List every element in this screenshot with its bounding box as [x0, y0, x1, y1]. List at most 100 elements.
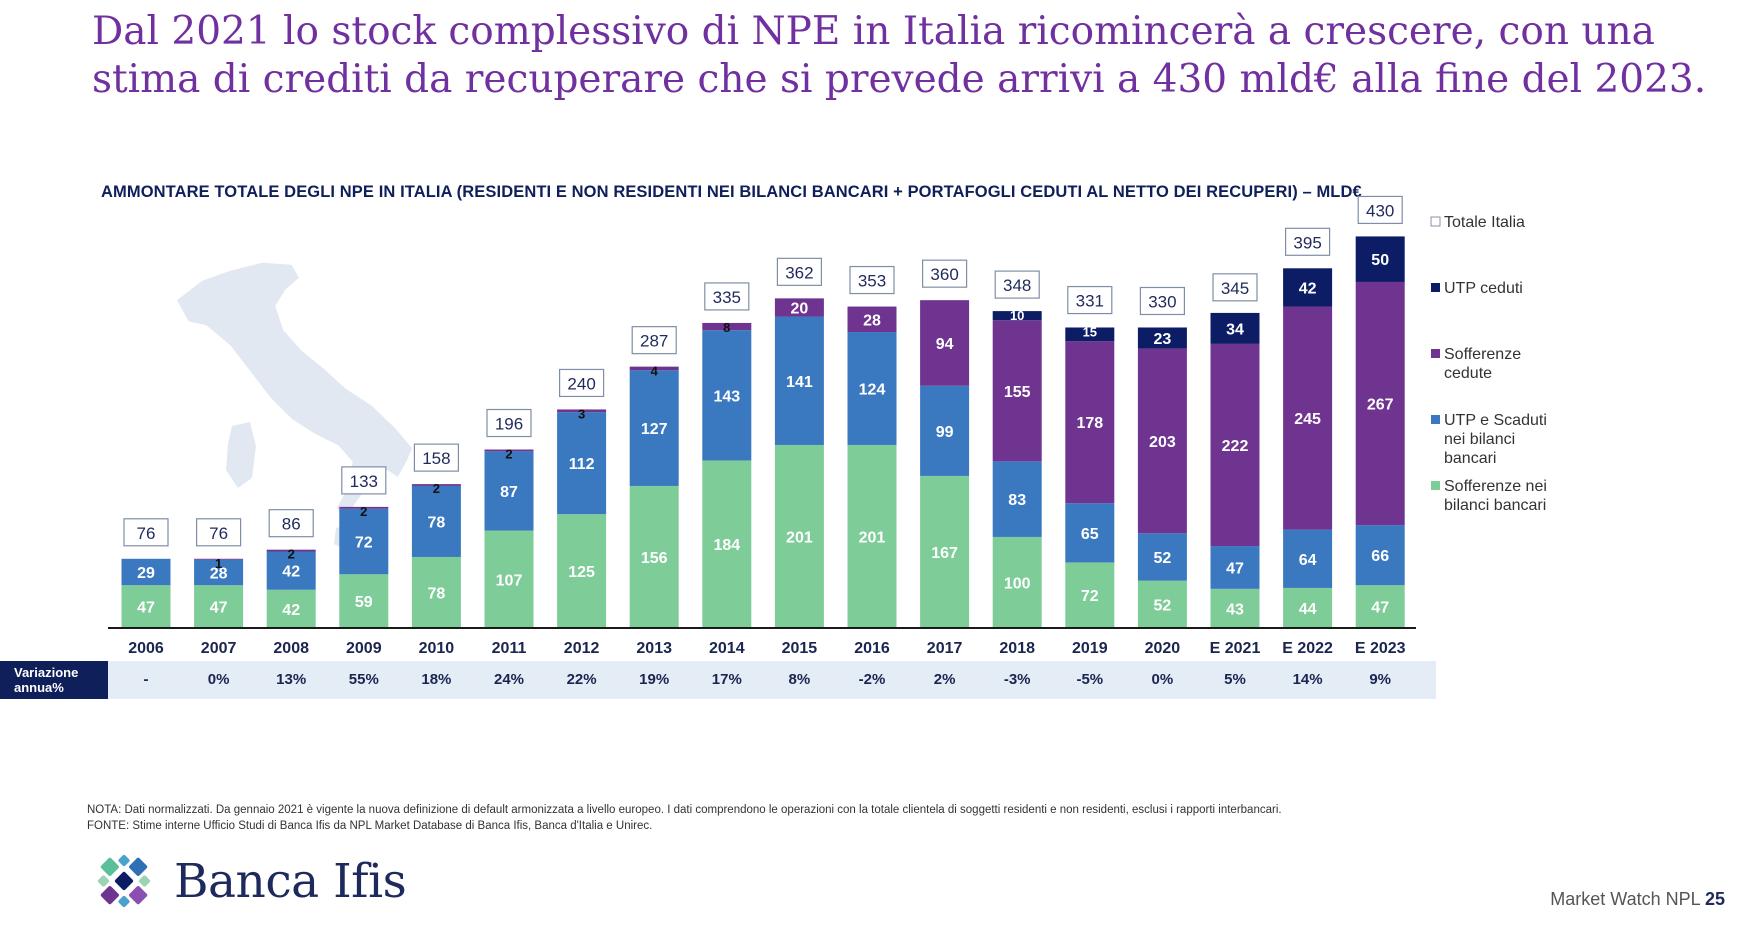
segment-value-label: 83	[1008, 492, 1026, 509]
segment-value-label: 127	[641, 421, 668, 438]
bar-segment	[1355, 236, 1405, 282]
total-box	[486, 408, 532, 438]
segment-value-label: 29	[137, 565, 155, 582]
x-tick-label: 2009	[346, 640, 382, 657]
segment-value-label: 94	[936, 336, 954, 353]
bar-segment	[1283, 529, 1333, 588]
total-box	[341, 466, 387, 495]
bar-segment	[1283, 306, 1333, 530]
total-box	[921, 259, 968, 288]
segment-value-label: 201	[786, 529, 813, 546]
total-value-label: 362	[785, 263, 813, 282]
bar-segment	[121, 558, 171, 586]
segment-value-label: 203	[1149, 434, 1176, 451]
legend-marker	[1431, 349, 1440, 358]
total-box	[1067, 285, 1113, 315]
total-box	[631, 326, 677, 355]
legend-label: UTP e Scaduti nei bilanci bancari	[1444, 412, 1547, 467]
variazione-value: 24%	[494, 671, 524, 688]
legend-label: Sofferenze cedute	[1444, 346, 1521, 382]
bar-segment	[266, 551, 316, 590]
bar-segment	[1355, 525, 1405, 586]
bar-segments	[121, 236, 1405, 628]
bar-segment	[1355, 585, 1405, 628]
bar-segment	[557, 514, 607, 628]
segment-value-label: 87	[500, 484, 518, 501]
variazione-value: 8%	[789, 671, 811, 688]
variazione-value: 2%	[934, 671, 956, 688]
variazione-label: Variazione annua%	[14, 665, 78, 695]
x-tick-label: 2012	[564, 640, 600, 657]
bar-segment	[992, 311, 1042, 321]
x-tick-label: 2019	[1072, 640, 1108, 657]
segment-value-label: 125	[568, 564, 595, 581]
segment-value-label: 201	[859, 529, 886, 546]
legend-marker	[1431, 415, 1440, 424]
bar-segment	[920, 300, 970, 386]
bar-segment	[1355, 281, 1405, 526]
segment-value-label: 47	[1371, 600, 1389, 617]
bar-segment	[1283, 587, 1333, 628]
variazione-value: 9%	[1369, 671, 1391, 688]
x-tick-label: 2018	[999, 640, 1035, 657]
segment-value-label: 47	[137, 600, 155, 617]
segment-value-label: 141	[786, 374, 813, 391]
fonte-text: FONTE: Stime interne Ufficio Studi di Ba…	[87, 820, 653, 832]
total-value-label: 76	[137, 524, 156, 543]
total-value-label: 240	[567, 374, 595, 393]
bar-segment	[847, 332, 897, 445]
segment-value-label: 245	[1294, 411, 1321, 428]
page-headline: Dal 2021 lo stock complessivo di NPE in …	[92, 9, 1707, 102]
variazione-value: -	[144, 671, 149, 688]
total-box	[268, 509, 314, 538]
segment-value-label: 78	[428, 585, 446, 602]
x-tick-label: 2016	[854, 640, 890, 657]
total-box	[849, 265, 895, 295]
bar-segment	[194, 559, 244, 586]
page-number: 25	[1704, 889, 1725, 909]
bar-segment	[1283, 268, 1333, 307]
bar-segment	[702, 460, 752, 628]
segment-value-label: 47	[210, 600, 228, 617]
total-value-label: 76	[209, 524, 228, 543]
segment-value-label: 65	[1081, 526, 1099, 543]
total-value-label: 395	[1293, 233, 1321, 252]
bar-segment	[774, 444, 824, 628]
bar-segment	[920, 475, 970, 628]
legend-label: UTP ceduti	[1444, 280, 1523, 297]
segment-value-label: 3	[578, 406, 585, 421]
variazione-band	[108, 661, 1436, 699]
bar-segment	[702, 322, 752, 331]
segment-value-label: 64	[1299, 552, 1317, 569]
segment-value-label: 66	[1371, 548, 1389, 565]
segment-value-label: 2	[288, 547, 295, 562]
segment-value-label: 143	[713, 388, 740, 405]
segment-value-label: 124	[859, 382, 886, 399]
total-box	[1357, 195, 1403, 225]
segment-value-label: 47	[1226, 560, 1244, 577]
variazione-label-box	[0, 661, 108, 699]
variazione-value: 18%	[421, 671, 451, 688]
total-value-label: 331	[1076, 292, 1104, 311]
bar-segment	[1210, 546, 1260, 589]
bar-segment	[557, 409, 607, 413]
segment-value-label: 72	[355, 534, 373, 551]
variazione-value: 55%	[349, 671, 379, 688]
bar-segment	[266, 589, 316, 628]
total-box	[196, 518, 242, 547]
publication-name: Market Watch NPL	[1550, 889, 1700, 909]
variazione-value: -5%	[1076, 671, 1103, 688]
segment-value-label: 50	[1371, 252, 1389, 269]
total-box	[413, 443, 459, 472]
segment-value-label: 2	[360, 504, 367, 519]
bar-segment	[629, 366, 679, 371]
total-value-label: 158	[422, 449, 450, 468]
segment-value-label: 42	[1299, 280, 1317, 297]
x-tick-label: 2017	[927, 640, 963, 657]
footnotes: NOTA: Dati normalizzati. Da gennaio 2021…	[87, 802, 1282, 834]
bar-segment	[1065, 341, 1115, 504]
total-box	[776, 257, 823, 286]
segment-value-label: 20	[791, 300, 809, 317]
banca-ifis-logo-icon	[97, 854, 151, 908]
